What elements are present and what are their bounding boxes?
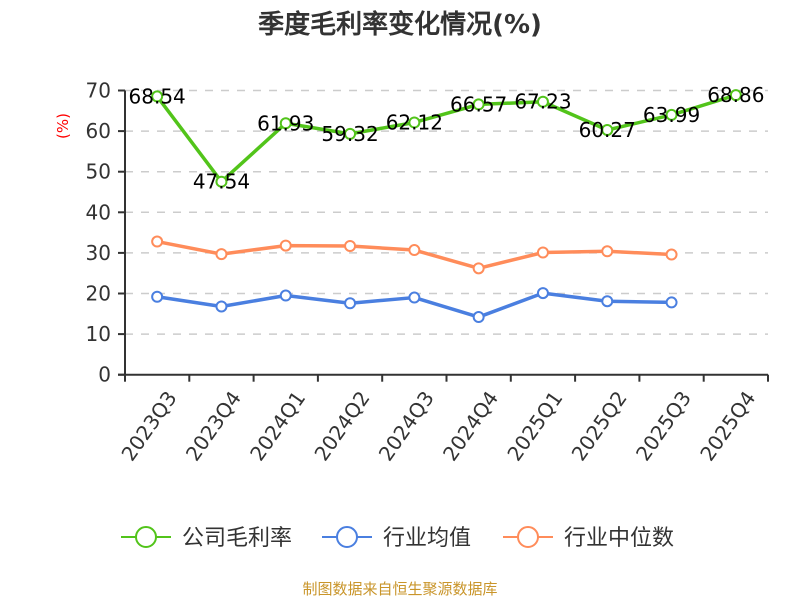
data-point-marker[interactable] — [472, 262, 485, 275]
data-point-marker[interactable] — [601, 295, 614, 308]
data-label: 63.99 — [643, 103, 700, 127]
data-point-marker[interactable] — [536, 246, 549, 259]
data-point-marker[interactable] — [344, 127, 357, 140]
data-point-marker[interactable] — [665, 108, 678, 121]
legend-item-0[interactable]: 公司毛利率 — [121, 526, 292, 551]
data-label: 47.54 — [193, 170, 250, 194]
y-axis-unit-label: (%) — [54, 113, 72, 139]
data-point-marker[interactable] — [151, 235, 164, 248]
data-point-marker[interactable] — [151, 290, 164, 303]
x-tick-label: 2025Q2 — [567, 387, 632, 466]
series-0 — [151, 89, 742, 188]
x-tick-label: 2024Q2 — [309, 387, 374, 466]
legend-circle-icon — [517, 526, 539, 548]
legend-item-1[interactable]: 行业均值 — [322, 526, 471, 551]
data-point-marker[interactable] — [215, 300, 228, 313]
legend-circle-icon — [336, 526, 358, 548]
legend-label: 公司毛利率 — [182, 526, 292, 551]
data-label: 62.12 — [386, 110, 443, 134]
data-point-marker[interactable] — [536, 287, 549, 300]
y-tick-label: 10 — [86, 322, 111, 346]
data-label: 68.54 — [129, 84, 186, 108]
series-1 — [151, 287, 678, 324]
data-label: 59.32 — [321, 122, 378, 146]
x-tick-label: 2024Q3 — [374, 387, 439, 466]
x-tick-label: 2025Q4 — [695, 387, 760, 466]
data-point-marker[interactable] — [408, 291, 421, 304]
data-label: 67.23 — [514, 90, 571, 114]
data-point-marker[interactable] — [408, 244, 421, 257]
data-point-marker[interactable] — [344, 297, 357, 310]
x-tick-label: 2025Q1 — [502, 387, 567, 466]
series-line — [155, 93, 737, 184]
y-tick-label: 30 — [86, 241, 111, 265]
y-tick-label: 20 — [86, 282, 111, 306]
legend-label: 行业均值 — [383, 526, 471, 551]
legend: 公司毛利率 行业均值 行业中位数 — [121, 526, 674, 551]
data-point-marker[interactable] — [279, 289, 292, 302]
y-axis: 0 10 20 30 40 50 60 70 — [86, 79, 126, 387]
data-label: 61.93 — [257, 111, 314, 135]
data-point-marker[interactable] — [215, 175, 228, 188]
data-point-marker[interactable] — [344, 239, 357, 252]
x-tick-label: 2023Q3 — [117, 387, 182, 466]
y-tick-label: 60 — [86, 119, 111, 143]
data-labels: 68.54 47.54 61.93 59.32 62.12 66.57 67.23 60.27… — [129, 83, 765, 194]
y-tick-label: 0 — [98, 363, 111, 387]
data-point-marker[interactable] — [151, 90, 164, 103]
y-tick-label: 70 — [86, 79, 111, 103]
data-source-note: 制图数据来自恒生聚源数据库 — [302, 580, 497, 598]
data-point-marker[interactable] — [665, 248, 678, 261]
legend-label: 行业中位数 — [564, 526, 674, 551]
data-point-marker[interactable] — [729, 89, 742, 102]
x-axis: 2023Q3 2023Q4 2024Q1 2024Q2 2024Q3 2024Q4 2025… — [117, 373, 769, 466]
data-point-marker[interactable] — [601, 124, 614, 137]
data-point-marker[interactable] — [472, 98, 485, 111]
x-tick-label: 2025Q3 — [631, 387, 696, 466]
data-point-marker[interactable] — [601, 245, 614, 258]
chart-title: 季度毛利率变化情况(%) — [258, 9, 542, 40]
y-tick-label: 40 — [86, 200, 111, 224]
legend-item-2[interactable]: 行业中位数 — [503, 526, 674, 551]
x-tick-label: 2024Q4 — [438, 387, 503, 466]
series-2 — [151, 235, 678, 275]
data-label: 60.27 — [579, 118, 636, 142]
x-tick-label: 2023Q4 — [181, 387, 246, 466]
data-point-marker[interactable] — [215, 248, 228, 261]
data-label: 68.86 — [707, 83, 764, 107]
data-point-marker[interactable] — [408, 116, 421, 129]
legend-circle-icon — [135, 526, 157, 548]
data-point-marker[interactable] — [536, 95, 549, 108]
y-tick-label: 50 — [86, 160, 111, 184]
x-tick-label: 2024Q1 — [245, 387, 310, 466]
series-lines — [151, 89, 742, 324]
data-point-marker[interactable] — [665, 296, 678, 309]
data-point-marker[interactable] — [279, 239, 292, 252]
data-point-marker[interactable] — [279, 117, 292, 130]
data-label: 66.57 — [450, 92, 507, 116]
data-point-marker[interactable] — [472, 311, 485, 324]
